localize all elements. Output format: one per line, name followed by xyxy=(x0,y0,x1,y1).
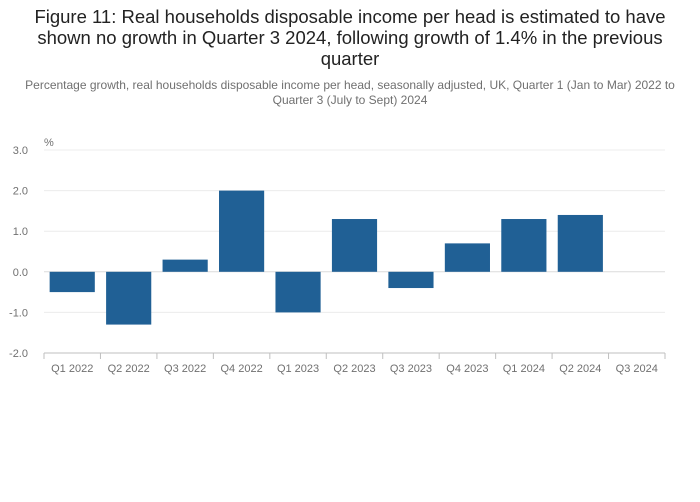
bar-q4-2022[interactable] xyxy=(219,190,265,272)
chart-title: Figure 11: Real households disposable in… xyxy=(34,6,666,69)
bar-q1-2022[interactable] xyxy=(49,271,95,293)
bar-q3-2023[interactable] xyxy=(388,271,434,289)
y-tick-label: 1.0 xyxy=(13,226,28,238)
x-tick-label: Q4 2022 xyxy=(220,363,262,375)
x-tick-label: Q1 2024 xyxy=(503,363,545,375)
x-axis: Q1 2022 Q2 2022 Q3 2022 Q4 2022 Q1 2023 Q2 20… xyxy=(43,352,666,375)
bar-q4-2023[interactable] xyxy=(444,243,490,272)
x-tick-label: Q3 2023 xyxy=(390,363,432,375)
x-tick-label: Q1 2022 xyxy=(51,363,93,375)
bars xyxy=(49,190,603,325)
bar-q1-2024[interactable] xyxy=(501,219,547,272)
chart-subtitle: Percentage growth, real households dispo… xyxy=(25,78,675,107)
bar-q1-2023[interactable] xyxy=(275,271,321,313)
y-tick-label: -1.0 xyxy=(9,307,28,319)
x-tick-label: Q2 2022 xyxy=(108,363,150,375)
x-tick-label: Q3 2022 xyxy=(164,363,206,375)
y-tick-label: 3.0 xyxy=(13,145,28,157)
bar-q2-2023[interactable] xyxy=(331,219,378,272)
x-tick-label: Q1 2023 xyxy=(277,363,319,375)
y-tick-label: -2.0 xyxy=(9,348,28,360)
x-tick-label: Q2 2023 xyxy=(333,363,375,375)
y-axis-unit-label: % xyxy=(44,137,54,149)
bar-q2-2022[interactable] xyxy=(106,271,152,325)
x-tick-label: Q3 2024 xyxy=(616,363,658,375)
y-axis-ticks: 3.0 2.0 1.0 0.0 -1.0 -2.0 xyxy=(9,145,28,360)
x-tick-label: Q4 2023 xyxy=(446,363,488,375)
bar-q2-2024[interactable] xyxy=(557,214,603,272)
y-tick-label: 2.0 xyxy=(13,186,28,198)
y-tick-label: 0.0 xyxy=(13,267,28,279)
bar-q3-2022[interactable] xyxy=(162,259,208,272)
x-tick-label: Q2 2024 xyxy=(559,363,601,375)
